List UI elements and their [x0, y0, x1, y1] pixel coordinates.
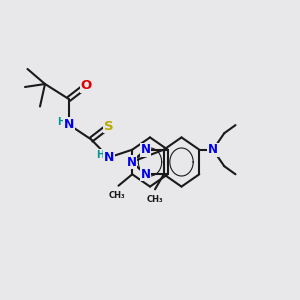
Text: N: N	[141, 168, 151, 181]
Text: CH₃: CH₃	[108, 191, 125, 200]
Text: S: S	[104, 119, 114, 133]
Text: N: N	[103, 151, 114, 164]
Text: O: O	[81, 79, 92, 92]
Text: CH₃: CH₃	[147, 195, 163, 204]
Text: N: N	[141, 143, 151, 156]
Text: N: N	[208, 143, 218, 156]
Text: H: H	[96, 149, 104, 160]
Text: N: N	[64, 118, 74, 131]
Text: N: N	[127, 155, 136, 169]
Text: H: H	[57, 117, 65, 127]
